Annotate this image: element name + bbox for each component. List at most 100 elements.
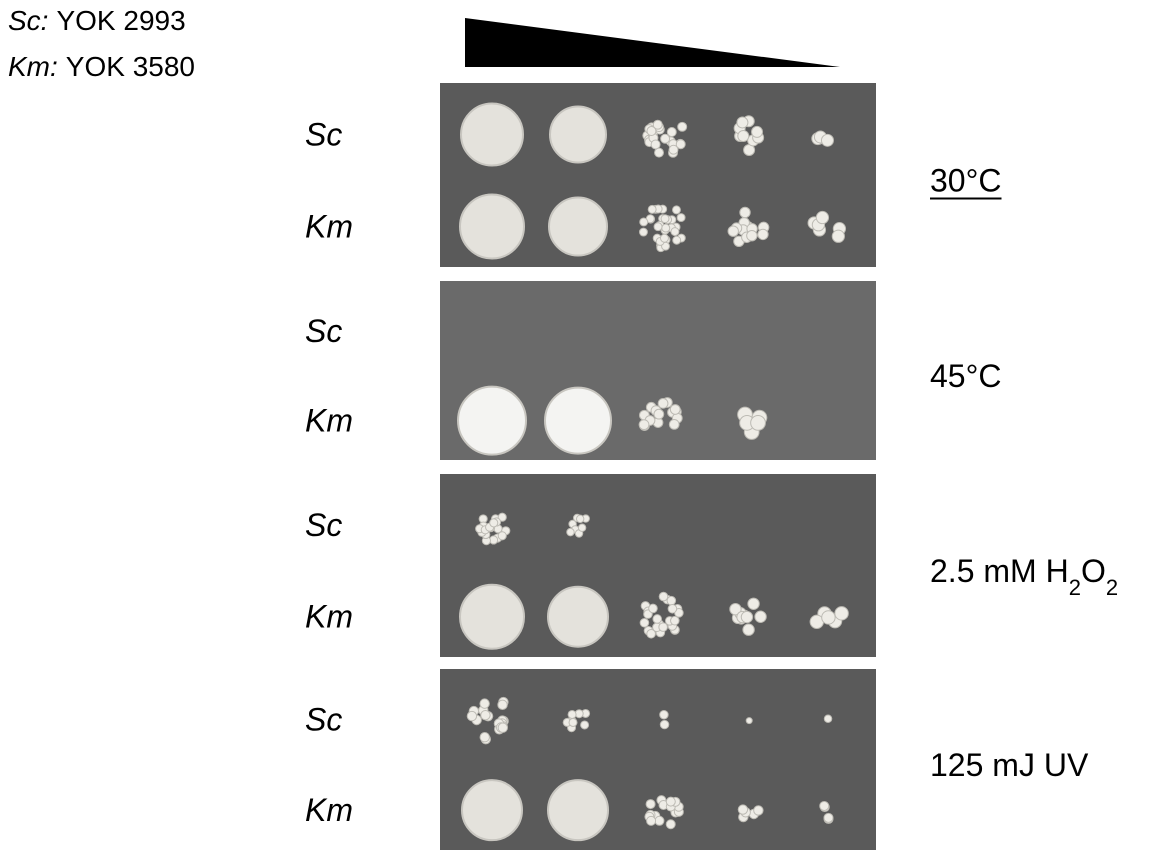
colony xyxy=(820,801,829,810)
colony xyxy=(576,515,583,522)
colony xyxy=(670,405,680,415)
colony xyxy=(498,700,507,709)
colony xyxy=(581,721,589,729)
colony xyxy=(667,128,676,137)
colony xyxy=(490,519,498,527)
colony xyxy=(752,126,763,137)
colony xyxy=(673,236,681,244)
colony xyxy=(751,415,766,430)
colony xyxy=(728,226,738,236)
colony xyxy=(660,234,668,242)
row-label: Km xyxy=(305,792,353,828)
colony xyxy=(671,616,680,625)
condition-subscript: 2 xyxy=(1069,574,1081,599)
strain-abbrev: Km: xyxy=(8,51,58,82)
colony-spot xyxy=(458,387,526,455)
colony xyxy=(651,140,660,149)
colony xyxy=(666,797,675,806)
strain-line: Km: YOK 3580 xyxy=(8,51,195,82)
colony xyxy=(639,228,647,236)
colony xyxy=(567,528,574,535)
colony-spot xyxy=(548,587,608,647)
plate xyxy=(440,83,876,267)
row-label: Sc xyxy=(305,313,342,349)
colony-spot xyxy=(462,780,522,840)
colony xyxy=(758,229,768,239)
colony xyxy=(661,215,669,223)
colony xyxy=(678,122,687,131)
colony xyxy=(498,532,506,540)
plate xyxy=(440,281,876,460)
colony xyxy=(660,711,668,719)
colony xyxy=(498,723,507,732)
colony-spot xyxy=(550,107,606,163)
colony xyxy=(578,524,585,531)
colony xyxy=(481,710,490,719)
strain-line: Sc: YOK 2993 xyxy=(8,5,186,36)
colony xyxy=(648,205,656,213)
colony xyxy=(667,596,676,605)
colony xyxy=(824,715,832,723)
row-label: Sc xyxy=(305,117,342,153)
colony xyxy=(480,733,489,742)
colony xyxy=(647,816,656,825)
colony-spot xyxy=(549,198,607,256)
colony xyxy=(822,611,835,624)
colony xyxy=(654,223,662,231)
colony xyxy=(649,604,658,613)
row-label: Sc xyxy=(305,507,342,543)
condition-label: 45°C xyxy=(930,358,1002,394)
condition-label: 2.5 mM H2O2 xyxy=(930,553,1118,600)
colony xyxy=(467,711,476,720)
colony xyxy=(832,230,844,242)
colony xyxy=(653,615,662,624)
colony xyxy=(568,710,576,718)
colony xyxy=(655,816,664,825)
colony xyxy=(655,148,664,157)
colony xyxy=(741,611,752,622)
colony xyxy=(755,611,766,622)
colony xyxy=(661,134,670,143)
strain-name: YOK 3580 xyxy=(66,51,195,82)
condition-text: 125 mJ UV xyxy=(930,747,1089,783)
figure: Sc: YOK 2993 Km: YOK 3580 Sc Km 30°C Sc Km 45°C… xyxy=(0,0,1175,850)
strain-name: YOK 2993 xyxy=(56,5,185,36)
colony xyxy=(659,623,668,632)
colony xyxy=(821,134,833,146)
colony xyxy=(816,211,828,223)
colony xyxy=(676,140,685,149)
colony xyxy=(835,607,848,620)
condition-text: O xyxy=(1081,553,1106,589)
colony xyxy=(668,604,677,613)
row-label: Km xyxy=(305,599,353,635)
colony xyxy=(659,592,668,601)
condition-subscript: 2 xyxy=(1106,574,1118,599)
colony xyxy=(738,131,749,142)
colony xyxy=(647,127,656,136)
colony xyxy=(743,624,754,635)
colony xyxy=(669,420,679,430)
colony xyxy=(662,224,670,232)
plate xyxy=(440,474,876,657)
strain-abbrev: Sc: xyxy=(8,5,48,36)
colony xyxy=(737,117,748,128)
colony xyxy=(740,207,750,217)
colony xyxy=(738,805,747,814)
colony-spot xyxy=(460,585,524,649)
condition-label: 30°C xyxy=(930,163,1002,199)
colony xyxy=(746,718,752,724)
row-label: Km xyxy=(305,209,353,245)
condition-text: 30°C xyxy=(930,163,1002,199)
colony xyxy=(677,214,685,222)
colony-spot xyxy=(545,388,611,454)
colony-spot xyxy=(548,780,608,840)
row-label: Sc xyxy=(305,702,342,738)
dilution-wedge xyxy=(465,18,840,67)
colony-spot xyxy=(461,104,523,166)
colony xyxy=(671,228,679,236)
colony xyxy=(647,629,656,638)
plate xyxy=(440,669,876,850)
colony xyxy=(673,206,681,214)
colony xyxy=(480,699,489,708)
colony xyxy=(824,813,833,822)
